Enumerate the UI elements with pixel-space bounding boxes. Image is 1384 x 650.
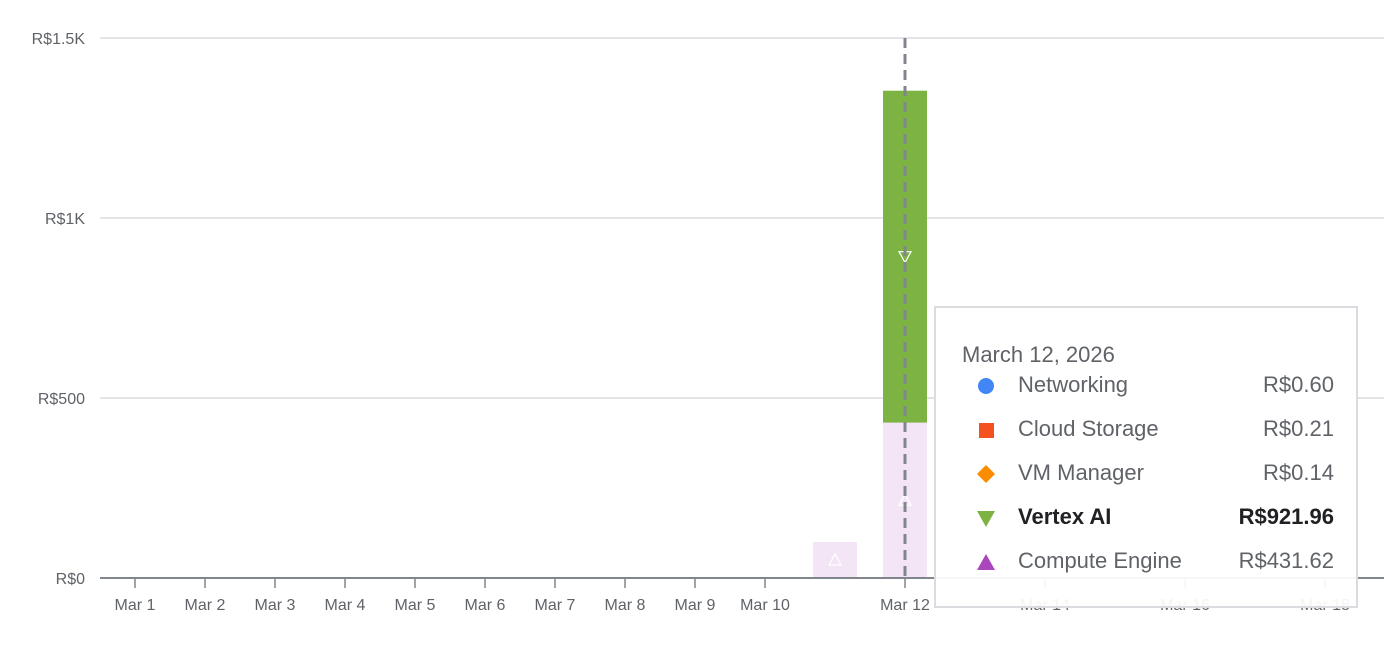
tooltip-row: Compute Engine R$431.62 — [962, 548, 1334, 578]
x-tick-label: Mar 3 — [255, 597, 296, 614]
tooltip-row: Cloud Storage R$0.21 — [962, 416, 1334, 446]
series-name: Networking — [1018, 372, 1129, 397]
x-tick-label: Mar 7 — [535, 597, 576, 614]
x-tick-label: Mar 9 — [675, 597, 716, 614]
series-value: R$431.62 — [1238, 548, 1334, 573]
x-tick-label: Mar 8 — [605, 597, 646, 614]
circle-icon — [978, 378, 994, 394]
tooltip-row: Networking R$0.60 — [962, 372, 1334, 402]
series-value: R$0.21 — [1263, 416, 1334, 441]
triangle-up-icon — [827, 552, 843, 566]
x-tick-label: Mar 1 — [115, 597, 156, 614]
x-tick-label: Mar 6 — [465, 597, 506, 614]
triangle-down-icon — [977, 511, 995, 527]
bar-compute-engine — [813, 542, 857, 578]
series-value: R$921.96 — [1238, 504, 1334, 529]
tooltip-row: Vertex AI R$921.96 — [962, 504, 1334, 534]
series-name: VM Manager — [1018, 460, 1144, 485]
tooltip-date: March 12, 2026 — [962, 342, 1115, 367]
series-name: Vertex AI — [1018, 504, 1112, 529]
x-tick-label: Mar 2 — [185, 597, 226, 614]
y-tick-label: R$1.5K — [32, 31, 86, 48]
square-icon — [979, 423, 994, 438]
diamond-icon — [977, 465, 995, 483]
y-tick-label: R$1K — [45, 211, 85, 228]
tooltip: March 12, 2026 Networking R$0.60 Cloud Sto… — [934, 306, 1358, 608]
y-tick-label: R$500 — [38, 391, 85, 408]
series-value: R$0.60 — [1263, 372, 1334, 397]
series-value: R$0.14 — [1263, 460, 1334, 485]
x-tick-label: Mar 12 — [880, 597, 930, 614]
tooltip-row: VM Manager R$0.14 — [962, 460, 1334, 490]
triangle-up-icon — [977, 554, 995, 570]
x-tick-label: Mar 5 — [395, 597, 436, 614]
x-tick-label: Mar 10 — [740, 597, 790, 614]
series-name: Cloud Storage — [1018, 416, 1159, 441]
series-name: Compute Engine — [1018, 548, 1182, 573]
x-tick-label: Mar 4 — [325, 597, 366, 614]
y-tick-label: R$0 — [56, 571, 85, 588]
